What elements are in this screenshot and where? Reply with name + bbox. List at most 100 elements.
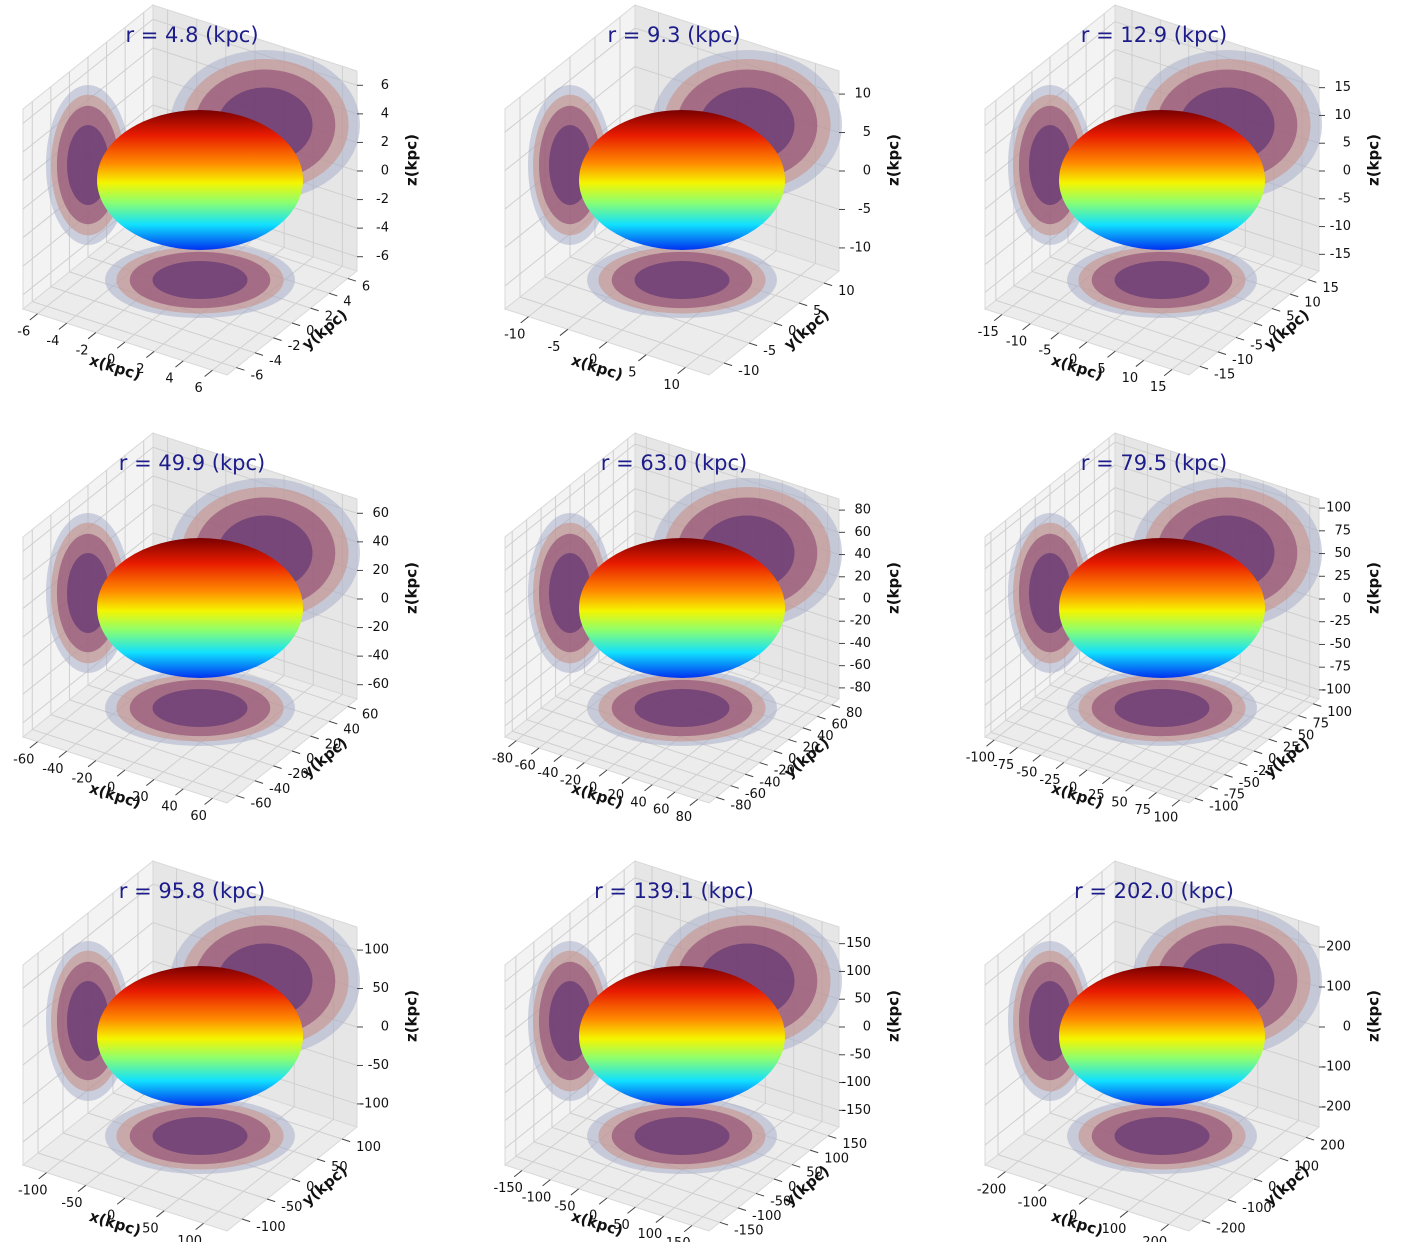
y-tick xyxy=(316,1158,326,1163)
z-tick-label: -10 xyxy=(850,240,871,255)
contour-floor xyxy=(1114,1117,1210,1155)
grid-line xyxy=(1005,719,1210,787)
z-tick-label: -40 xyxy=(850,636,871,651)
y-tick xyxy=(1253,750,1263,755)
z-tick-label: 100 xyxy=(1326,980,1351,995)
x-tick-label: -100 xyxy=(522,1190,552,1205)
z-tick-label: 0 xyxy=(1343,1020,1351,1035)
x-tick xyxy=(77,1184,87,1192)
z-tick-label: 2 xyxy=(381,135,389,150)
y-tick-label: 60 xyxy=(362,708,379,723)
x-tick xyxy=(204,797,213,805)
contour-floor xyxy=(634,261,730,299)
x-tick xyxy=(1125,784,1134,792)
y-tick-label: -25 xyxy=(1253,764,1274,779)
x-tick xyxy=(553,754,562,762)
y-tick xyxy=(773,322,783,327)
y-tick-label: 50 xyxy=(1298,729,1315,744)
x-tick-label: -2 xyxy=(76,343,89,358)
z-tick-label: 100 xyxy=(364,943,389,958)
x-tick-label: 20 xyxy=(608,788,625,803)
y-tick xyxy=(1201,1220,1211,1224)
x-tick xyxy=(1102,777,1111,785)
z-tick-label: -100 xyxy=(1321,682,1351,697)
x-tick-label: -100 xyxy=(18,1183,48,1198)
x-tick-label: -25 xyxy=(1039,773,1060,788)
x-tick xyxy=(38,1172,47,1180)
y-tick-label: 10 xyxy=(1304,295,1321,310)
chart-title: r = 49.9 (kpc) xyxy=(119,451,265,475)
y-tick-label: -50 xyxy=(770,1195,791,1210)
y-tick xyxy=(291,322,301,327)
x-tick-label: -5 xyxy=(547,340,560,355)
y-tick-label: 0 xyxy=(306,1180,314,1195)
y-tick xyxy=(291,1178,301,1183)
y-tick xyxy=(328,292,338,297)
y-tick xyxy=(755,1192,765,1197)
x-tick xyxy=(520,316,529,324)
y-tick xyxy=(310,735,319,740)
y-tick-label: -2 xyxy=(288,339,301,354)
z-tick-label: 50 xyxy=(854,992,871,1007)
y-tick-label: -75 xyxy=(1224,788,1245,803)
ellipsoid xyxy=(97,966,303,1106)
panel: -60-40-200204060-60-40-200204060-60-40-2… xyxy=(13,431,421,824)
z-tick-label: 10 xyxy=(1334,108,1351,123)
z-tick-label: 0 xyxy=(381,1020,389,1035)
x-tick xyxy=(689,798,698,806)
x-tick xyxy=(666,791,676,799)
y-tick-label: -100 xyxy=(1242,1201,1272,1216)
z-tick-label: -5 xyxy=(1338,191,1351,206)
y-tick xyxy=(737,1207,747,1212)
z-tick-label: -50 xyxy=(1330,637,1351,652)
y-tick-label: 0 xyxy=(788,1180,796,1195)
x-tick-label: 50 xyxy=(613,1218,630,1233)
x-tick xyxy=(29,313,38,321)
y-tick-label: 25 xyxy=(1283,740,1300,755)
y-tick xyxy=(1209,785,1218,790)
y-tick-label: -10 xyxy=(1232,353,1253,368)
y-tick-label: 50 xyxy=(331,1160,348,1175)
z-tick-label: 5 xyxy=(1343,136,1351,151)
y-tick-label: -10 xyxy=(738,364,759,379)
z-tick-label: 150 xyxy=(846,936,871,951)
z-tick-label: 40 xyxy=(372,534,389,549)
grid-line xyxy=(519,296,725,364)
x-tick xyxy=(530,747,540,755)
y-tick-label: -40 xyxy=(269,782,290,797)
y-tick xyxy=(1239,762,1248,766)
x-tick xyxy=(1119,1210,1129,1218)
x-tick xyxy=(87,332,97,340)
x-tick-label: 50 xyxy=(1111,796,1128,811)
x-tick-label: 100 xyxy=(1102,1222,1127,1237)
z-tick-label: 6 xyxy=(381,78,389,93)
panel: -15-10-5051015-15-10-5051015-15-10-50510… xyxy=(978,3,1383,395)
y-tick-label: 10 xyxy=(838,284,855,299)
z-axis-label: z(kpc) xyxy=(1365,134,1383,186)
y-tick xyxy=(831,704,841,708)
chart-title: r = 202.0 (kpc) xyxy=(1074,879,1234,903)
grid-line xyxy=(22,883,154,989)
z-axis-label: z(kpc) xyxy=(885,990,903,1042)
y-tick-label: 0 xyxy=(306,752,314,767)
x-tick xyxy=(204,369,213,377)
x-tick-label: -6 xyxy=(17,324,30,339)
y-tick-label: 100 xyxy=(1327,705,1352,720)
y-tick-label: 2 xyxy=(325,309,333,324)
z-tick-label: -40 xyxy=(368,649,389,664)
y-tick xyxy=(236,367,245,371)
x-tick-label: 5 xyxy=(1097,362,1105,377)
y-tick xyxy=(1224,774,1233,778)
x-tick xyxy=(598,769,608,777)
contour-floor xyxy=(152,689,248,727)
z-tick-label: 40 xyxy=(854,547,871,562)
y-tick-label: 200 xyxy=(1320,1139,1345,1154)
z-tick-label: -6 xyxy=(376,249,389,264)
grid-line xyxy=(990,731,1196,799)
y-tick xyxy=(1271,308,1281,312)
grid-line xyxy=(22,446,154,552)
y-tick xyxy=(716,796,725,801)
x-tick-label: -60 xyxy=(515,759,536,774)
y-tick xyxy=(254,780,264,784)
z-axis-label: z(kpc) xyxy=(885,562,903,614)
